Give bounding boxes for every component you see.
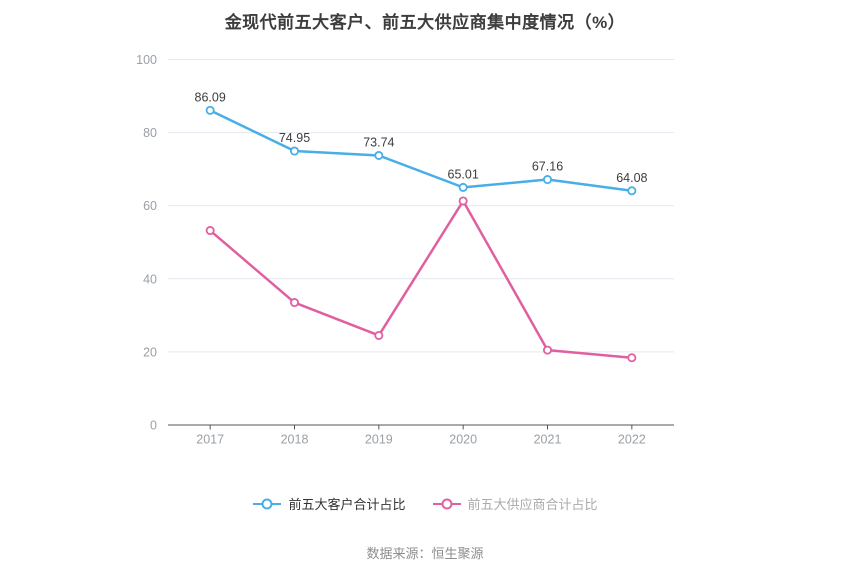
value-label: 64.08 — [616, 171, 647, 185]
series-line — [208, 199, 634, 359]
data-point — [289, 146, 299, 156]
data-point — [458, 182, 468, 192]
x-axis-tick-label: 2017 — [196, 433, 224, 447]
data-point — [205, 226, 215, 236]
legend-item-suppliers[interactable]: 前五大供应商合计占比 — [432, 494, 598, 513]
line-series-icon — [253, 498, 282, 509]
x-axis-tick-label: 2021 — [534, 433, 562, 447]
y-axis-tick-label: 40 — [143, 272, 157, 286]
legend-label-customers: 前五大客户合计占比 — [288, 497, 406, 512]
data-point — [374, 150, 384, 160]
data-point — [543, 345, 553, 355]
data-point — [374, 330, 384, 340]
y-axis-tick-label: 80 — [143, 126, 157, 140]
value-label: 86.09 — [195, 90, 226, 104]
y-axis-tick-label: 20 — [143, 345, 157, 359]
line-series-icon — [432, 498, 461, 509]
data-point — [627, 353, 637, 363]
series-line — [208, 109, 634, 193]
data-point — [458, 196, 468, 206]
data-point — [205, 105, 215, 115]
chart-title: 金现代前五大客户、前五大供应商集中度情况（%） — [224, 13, 626, 32]
x-axis-tick-label: 2022 — [618, 433, 646, 447]
y-axis-tick-label: 100 — [136, 53, 157, 67]
value-label: 74.95 — [279, 131, 310, 145]
x-axis-tick-label: 2018 — [281, 433, 309, 447]
data-point — [627, 186, 637, 196]
data-source-footer: 数据来源：恒生聚源 — [366, 546, 484, 561]
y-axis-tick-label: 60 — [143, 199, 157, 213]
legend: 前五大客户合计占比 前五大供应商合计占比 — [0, 494, 850, 513]
line-chart: 0 20 40 60 80 100 2017 2018 2019 2020 2021 2022 86.0… — [136, 53, 674, 447]
x-axis-tick-label: 2020 — [449, 433, 477, 447]
y-axis-tick-label: 0 — [150, 419, 157, 433]
x-axis-tick-label: 2019 — [365, 433, 393, 447]
data-point — [543, 175, 553, 185]
value-label: 67.16 — [532, 160, 563, 174]
legend-label-suppliers: 前五大供应商合计占比 — [467, 497, 598, 512]
data-point — [289, 298, 299, 308]
value-label: 73.74 — [363, 135, 394, 149]
value-label: 65.01 — [448, 167, 479, 181]
legend-item-customers[interactable]: 前五大客户合计占比 — [252, 494, 406, 513]
